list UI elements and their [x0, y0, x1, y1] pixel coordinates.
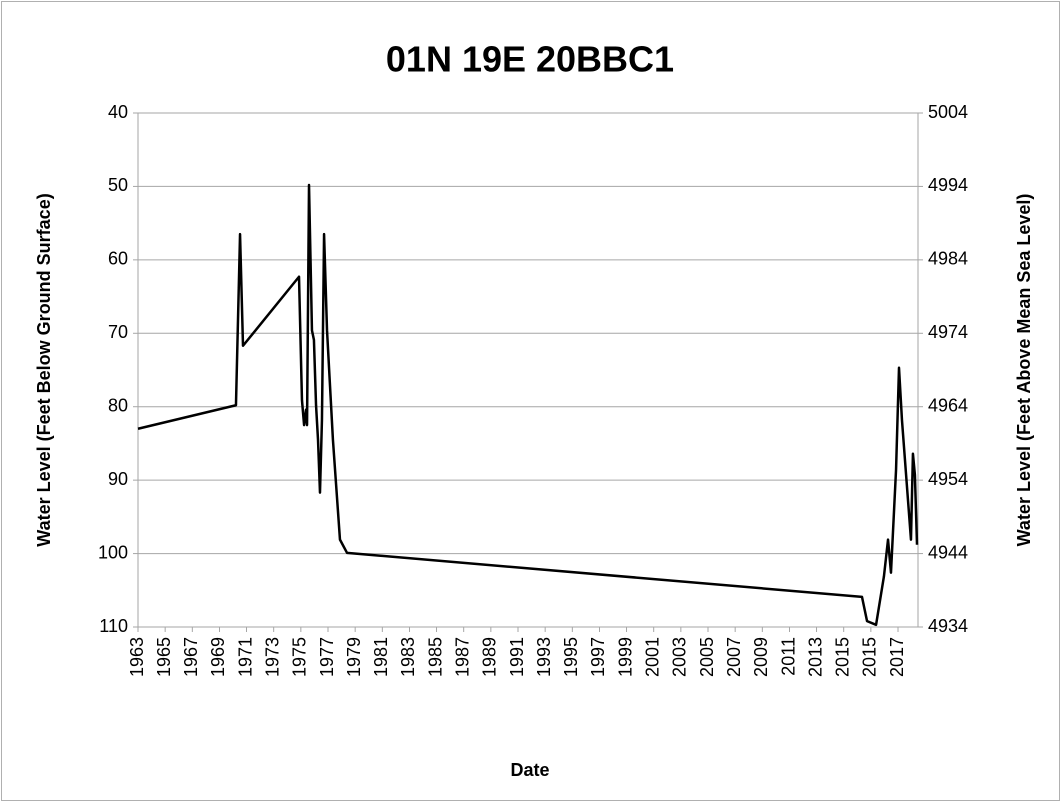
x-tick-label: 1985 — [425, 637, 445, 677]
y-tick-label: 40 — [108, 102, 128, 122]
x-tick-label: 2001 — [642, 637, 662, 677]
x-tick-label: 1981 — [371, 637, 391, 677]
x-tick-label: 2009 — [751, 637, 771, 677]
x-tick-label: 1993 — [534, 637, 554, 677]
y2-tick-label: 5004 — [928, 102, 968, 122]
x-tick-label: 2005 — [697, 637, 717, 677]
y-tick-label: 50 — [108, 175, 128, 195]
y2-tick-label: 4994 — [928, 175, 968, 195]
y2-tick-label: 4934 — [928, 616, 968, 636]
x-axis-title: Date — [510, 760, 549, 780]
x-tick-label: 1975 — [290, 637, 310, 677]
x-tick-label: 1973 — [262, 637, 282, 677]
x-tick-label: 2015 — [832, 637, 852, 677]
y-axis-title: Water Level (Feet Below Ground Surface) — [34, 193, 54, 546]
x-tick-label: 1977 — [317, 637, 337, 677]
x-tick-label: 2015 — [860, 637, 880, 677]
x-tick-label: 1971 — [235, 637, 255, 677]
x-tick-label: 1963 — [127, 637, 147, 677]
x-tick-label: 1991 — [507, 637, 527, 677]
x-tick-label: 1999 — [615, 637, 635, 677]
x-tick-label: 2007 — [724, 637, 744, 677]
y2-tick-label: 4944 — [928, 542, 968, 562]
y2-axis-title: Water Level (Feet Above Mean Sea Level) — [1014, 194, 1034, 547]
y-tick-label: 110 — [99, 616, 128, 636]
y2-tick-label: 4984 — [928, 249, 968, 269]
x-tick-label: 1983 — [398, 637, 418, 677]
x-tick-label: 1995 — [561, 637, 581, 677]
y-tick-label: 90 — [108, 469, 128, 489]
chart-title: 01N 19E 20BBC1 — [386, 39, 674, 80]
y2-tick-label: 4964 — [928, 395, 968, 415]
y2-tick-label: 4974 — [928, 322, 968, 342]
data-line — [137, 183, 919, 627]
x-tick-label: 1967 — [181, 637, 201, 677]
x-tick-label: 2003 — [670, 637, 690, 677]
x-tick-label: 2017 — [887, 637, 907, 677]
y-tick-label: 60 — [108, 249, 128, 269]
y-tick-label: 100 — [98, 542, 128, 562]
y2-tick-label: 4954 — [928, 469, 968, 489]
x-tick-label: 1989 — [480, 637, 500, 677]
y-tick-label: 80 — [108, 395, 128, 415]
x-tick-label: 2013 — [805, 637, 825, 677]
x-tick-label: 1969 — [208, 637, 228, 677]
y-tick-label: 70 — [108, 322, 128, 342]
x-tick-label: 1979 — [344, 637, 364, 677]
x-tick-label: 2011 — [778, 637, 798, 676]
x-tick-label: 1965 — [154, 637, 174, 677]
x-tick-label: 1997 — [588, 637, 608, 677]
x-tick-label: 1987 — [452, 637, 472, 677]
